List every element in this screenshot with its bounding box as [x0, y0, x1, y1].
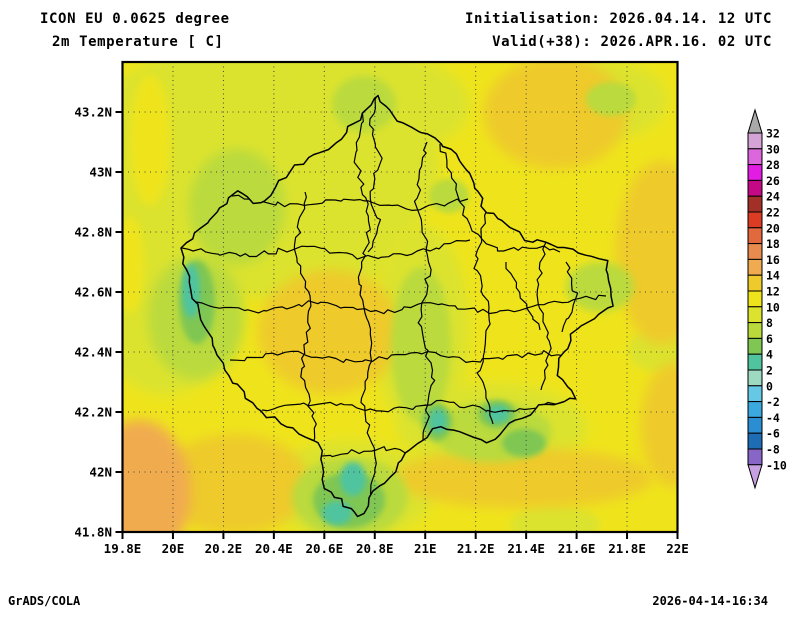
svg-text:0: 0: [766, 379, 773, 393]
svg-text:22: 22: [766, 206, 780, 220]
municipal-border-line: [473, 211, 494, 425]
field-region: [487, 405, 509, 423]
municipal-border-line: [439, 143, 561, 253]
svg-text:6: 6: [766, 332, 773, 346]
field-title: 2m Temperature [ C]: [52, 34, 224, 50]
svg-text:43N: 43N: [89, 165, 112, 180]
field-region: [122, 420, 191, 532]
svg-text:8: 8: [766, 316, 773, 330]
kosovo-boundaries: [180, 94, 614, 518]
svg-text:20: 20: [766, 221, 780, 235]
run-info-block: Initialisation: 2026.04.14. 12 UTC Valid(…: [465, 8, 772, 54]
municipal-border-line: [181, 239, 471, 260]
creation-timestamp: 2026-04-14-16:34: [652, 594, 768, 608]
svg-text:43.2N: 43.2N: [74, 105, 112, 120]
svg-text:-4: -4: [766, 411, 780, 425]
svg-text:20.8E: 20.8E: [356, 541, 394, 556]
svg-text:2: 2: [766, 364, 773, 378]
field-region: [332, 76, 396, 132]
svg-text:20.2E: 20.2E: [205, 541, 243, 556]
svg-text:42.8N: 42.8N: [74, 225, 112, 240]
svg-text:42.4N: 42.4N: [74, 345, 112, 360]
svg-text:42.2N: 42.2N: [74, 405, 112, 420]
axis-labels: 43.2N 43N 42.8N 42.6N 42.4N 42.2N 42N 41.8N19.8…: [74, 105, 688, 557]
municipal-border-line: [293, 191, 317, 479]
field-region: [130, 75, 170, 205]
grads-credit: GrADS/COLA: [8, 594, 81, 608]
svg-text:10: 10: [766, 300, 780, 314]
svg-text:21E: 21E: [414, 541, 437, 556]
map-frame: [121, 60, 679, 534]
municipal-border-line: [561, 261, 579, 333]
svg-text:21.2E: 21.2E: [457, 541, 495, 556]
field-region: [616, 161, 678, 345]
lat-lon-gridlines: [122, 62, 678, 532]
field-region: [189, 149, 285, 265]
title-block: ICON EU 0.0625 degree 2m Temperature [ C]: [40, 8, 230, 54]
municipal-border-line: [229, 350, 601, 363]
svg-text:20E: 20E: [162, 541, 185, 556]
svg-text:28: 28: [766, 158, 780, 172]
field-region: [340, 462, 366, 496]
model-title: ICON EU 0.0625 degree: [40, 11, 230, 27]
initialisation-time: Initialisation: 2026.04.14. 12 UTC: [465, 11, 772, 27]
field-region: [586, 82, 636, 116]
svg-text:24: 24: [766, 190, 780, 204]
svg-text:41.8N: 41.8N: [74, 525, 112, 540]
municipal-border-line: [261, 399, 563, 413]
municipal-border-line: [231, 194, 469, 211]
svg-text:14: 14: [766, 269, 780, 283]
svg-text:-8: -8: [766, 443, 780, 457]
svg-text:-6: -6: [766, 427, 780, 441]
svg-text:32: 32: [766, 127, 780, 141]
municipal-borders: [181, 95, 607, 513]
svg-text:21.8E: 21.8E: [608, 541, 646, 556]
kosovo-outer-border: [180, 94, 614, 518]
municipal-border-line: [505, 262, 541, 331]
svg-text:22E: 22E: [666, 541, 689, 556]
svg-text:42.6N: 42.6N: [74, 285, 112, 300]
svg-text:20.6E: 20.6E: [305, 541, 343, 556]
svg-text:21.6E: 21.6E: [558, 541, 596, 556]
field-region: [510, 505, 600, 532]
field-region: [160, 434, 310, 532]
municipal-border-line: [536, 241, 552, 391]
field-region: [641, 363, 678, 487]
municipal-border-line: [367, 95, 383, 253]
svg-text:12: 12: [766, 285, 780, 299]
svg-text:21.4E: 21.4E: [507, 541, 545, 556]
svg-text:20.4E: 20.4E: [255, 541, 293, 556]
field-region: [566, 262, 634, 312]
svg-text:42N: 42N: [89, 465, 112, 480]
municipal-border-line: [413, 141, 436, 441]
field-region: [122, 217, 144, 313]
field-region: [429, 179, 469, 213]
municipal-border-line: [195, 294, 607, 315]
field-region: [391, 267, 451, 423]
svg-text:26: 26: [766, 174, 780, 188]
svg-text:16: 16: [766, 253, 780, 267]
svg-text:30: 30: [766, 142, 780, 156]
svg-text:18: 18: [766, 237, 780, 251]
field-region: [393, 448, 653, 508]
temperature-field: [122, 62, 678, 532]
svg-text:-2: -2: [766, 395, 780, 409]
valid-time: Valid(+38): 2026.APR.16. 02 UTC: [492, 34, 772, 50]
svg-text:-10: -10: [766, 458, 787, 472]
svg-text:4: 4: [766, 348, 773, 362]
municipal-border-line: [353, 95, 377, 513]
svg-text:19.8E: 19.8E: [104, 541, 142, 556]
field-region: [322, 501, 352, 525]
field-region: [258, 270, 402, 394]
field-region: [502, 429, 546, 457]
